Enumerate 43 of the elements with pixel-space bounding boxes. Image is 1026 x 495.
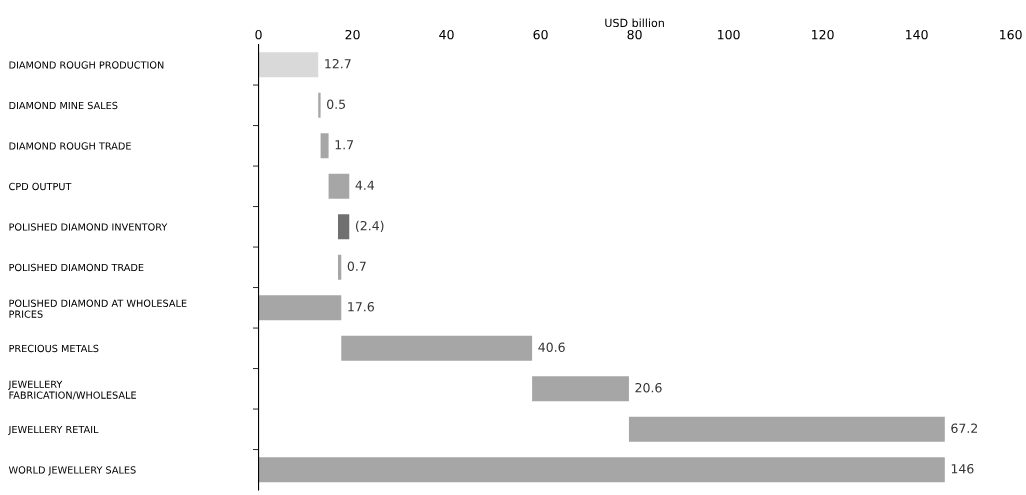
data-label: 146: [951, 463, 974, 474]
y-tick-label: CPD OUTPUT: [9, 182, 72, 191]
data-label: 0.7: [347, 261, 366, 271]
data-label: (2.4): [355, 220, 384, 232]
data-label: 0.5: [327, 99, 346, 109]
y-tick-label: DIAMOND MINE SALES: [9, 101, 118, 110]
y-tick-label: JEWELLERY FABRICATION/WHOLESALE: [8, 380, 136, 400]
data-label: 67.2: [951, 423, 978, 433]
x-tick-label: 140: [906, 29, 928, 40]
x-tick-label: 40: [439, 29, 454, 40]
x-tick-label: 0: [255, 29, 262, 40]
data-label: 40.6: [538, 342, 565, 352]
data-label: 12.7: [325, 58, 351, 69]
bar: [628, 416, 945, 442]
bar: [258, 457, 945, 483]
bar: [532, 376, 629, 402]
bar: [337, 214, 350, 240]
x-tick-label: 20: [345, 29, 360, 40]
bar: [318, 92, 321, 118]
y-tick-label: WORLD JEWELLERY SALES: [8, 466, 136, 476]
bar: [341, 335, 533, 361]
y-tick-label: DIAMOND ROUGH TRADE: [9, 142, 131, 150]
x-tick-label: 120: [812, 29, 834, 40]
data-label: 4.4: [355, 180, 375, 190]
data-label: 1.7: [335, 140, 354, 150]
x-tick-label: 80: [627, 29, 642, 40]
x-tick-label: 160: [1000, 29, 1022, 40]
bar: [258, 52, 319, 78]
y-tick-label: POLISHED DIAMOND AT WHOLESALE PRICES: [9, 299, 187, 318]
bar: [258, 295, 342, 321]
y-tick-label: DIAMOND ROUGH PRODUCTION: [9, 61, 164, 69]
x-tick-label: 100: [718, 29, 740, 40]
x-axis-title: USD billion: [605, 18, 664, 28]
y-tick-label: POLISHED DIAMOND TRADE: [9, 263, 144, 272]
data-label: 20.6: [635, 382, 662, 393]
y-tick-label: PRECIOUS METALS: [9, 344, 99, 353]
data-label: 17.6: [348, 301, 374, 312]
y-tick-label: POLISHED DIAMOND INVENTORY: [9, 223, 168, 231]
bar: [337, 254, 342, 280]
x-tick-label: 60: [533, 29, 548, 40]
bar: [320, 133, 329, 159]
bar: [328, 173, 350, 199]
y-tick-label: JEWELLERY RETAIL: [8, 425, 99, 435]
